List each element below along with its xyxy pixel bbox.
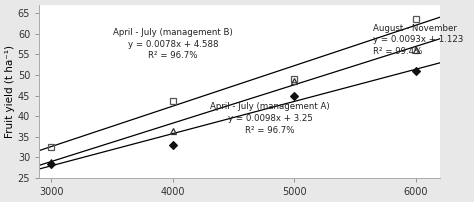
Text: August - November
y = 0.0093x + 1.123
R² = 99.4%: August - November y = 0.0093x + 1.123 R²…	[373, 24, 464, 56]
Text: April - July (management A)
y = 0.0098x + 3.25
R² = 96.7%: April - July (management A) y = 0.0098x …	[210, 102, 330, 135]
Y-axis label: Fruit yield (t ha⁻¹): Fruit yield (t ha⁻¹)	[5, 45, 15, 138]
Text: April - July (management B)
y = 0.0078x + 4.588
R² = 96.7%: April - July (management B) y = 0.0078x …	[113, 28, 233, 60]
